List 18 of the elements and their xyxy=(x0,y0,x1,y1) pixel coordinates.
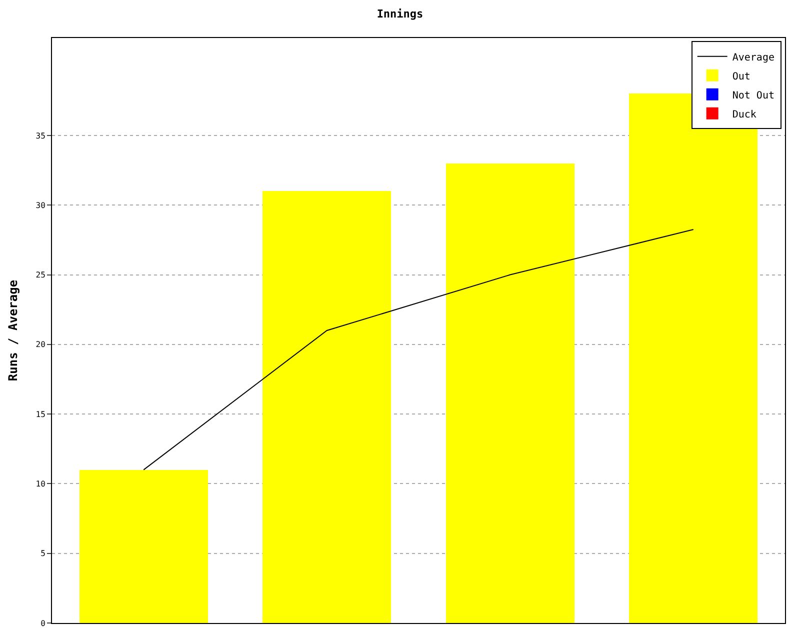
y-tick-label: 35 xyxy=(36,131,46,140)
y-tick-label: 15 xyxy=(36,410,46,419)
y-tick-label: 30 xyxy=(36,200,46,210)
legend-label: Average xyxy=(732,52,774,64)
bar xyxy=(262,191,392,623)
bar xyxy=(446,163,574,623)
y-tick-label: 10 xyxy=(36,480,46,489)
y-tick-label: 5 xyxy=(40,549,46,558)
legend-label: Not Out xyxy=(732,90,774,102)
y-tick-label: 0 xyxy=(40,618,46,628)
legend-label: Duck xyxy=(732,109,756,120)
y-axis-title: Runs / Average xyxy=(6,280,20,382)
y-tick-label: 20 xyxy=(36,340,46,350)
bar xyxy=(79,470,208,623)
chart-title: Innings xyxy=(376,7,424,20)
y-tick-label: 25 xyxy=(36,270,46,280)
legend-label: Out xyxy=(732,71,750,82)
line-series xyxy=(143,229,694,470)
